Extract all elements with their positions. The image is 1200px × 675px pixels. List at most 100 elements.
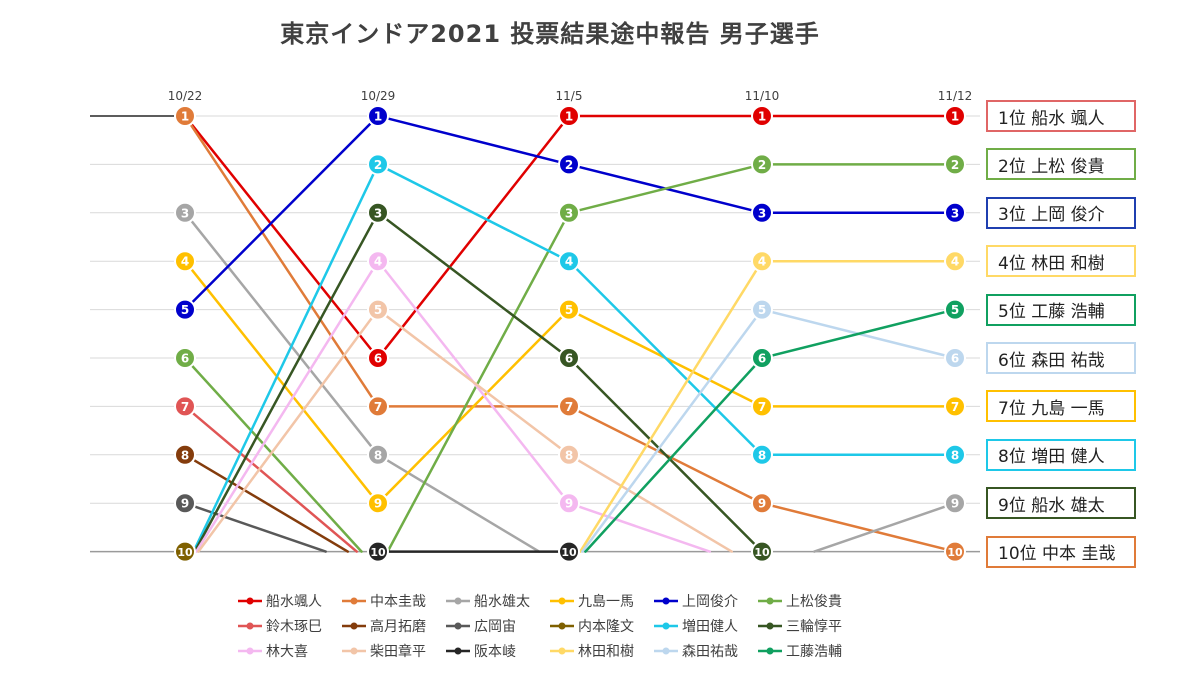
data-label: 6 [181, 352, 189, 366]
data-label: 7 [758, 400, 766, 414]
series-line [195, 259, 380, 553]
legend-swatch [654, 647, 678, 655]
series-line [376, 308, 571, 505]
series-line [567, 259, 764, 457]
legend-swatch [342, 647, 366, 655]
series-line [197, 308, 380, 553]
data-point [944, 540, 966, 563]
final-rank-label: 1位 船水 颯人 [998, 108, 1105, 129]
series-line [376, 114, 571, 360]
series-line [760, 501, 957, 553]
data-label: 3 [181, 206, 189, 220]
legend-item: 船水雄太 [444, 590, 548, 612]
data-point [367, 492, 389, 515]
x-tick-label: 10/29 [361, 89, 396, 103]
legend-item: 中本圭哉 [340, 590, 444, 612]
data-point [367, 105, 389, 127]
data-point [944, 153, 966, 176]
legend-item: 阪本崚 [444, 640, 548, 662]
legend-item: 柴田章平 [340, 640, 444, 662]
legend-label: 船水雄太 [474, 594, 530, 610]
data-point [367, 153, 389, 176]
data-label: 10 [947, 546, 963, 559]
data-point [751, 395, 773, 418]
series-line [183, 211, 380, 457]
series-line [760, 308, 957, 360]
series-line [376, 453, 541, 553]
series-line [376, 114, 571, 166]
series-line [567, 501, 711, 553]
data-label: 3 [374, 206, 382, 220]
data-point [751, 201, 773, 224]
data-label: 10 [177, 546, 193, 559]
data-label: 5 [758, 303, 766, 317]
series-line [183, 453, 349, 553]
legend-label: 九島一馬 [578, 594, 634, 610]
data-label: 1 [758, 110, 766, 124]
legend-swatch [446, 597, 470, 605]
chart-title: 東京インドア2021 投票結果途中報告 男子選手 [280, 20, 820, 48]
legend-label: 三輪惇平 [786, 619, 842, 635]
data-point [558, 201, 580, 224]
data-label: 6 [951, 352, 959, 366]
data-point [367, 395, 389, 418]
legend-swatch [238, 647, 262, 655]
data-label: 2 [758, 158, 766, 172]
data-point [558, 105, 580, 127]
series-line [567, 163, 764, 215]
series-line [581, 308, 764, 553]
data-point [174, 201, 196, 224]
final-rank-box: 3位 上岡 俊介 [986, 196, 1136, 229]
legend-swatch [446, 647, 470, 655]
x-axis-labels: 10/22 10/29 11/5 11/10 11/12 [168, 89, 973, 103]
data-point [944, 105, 966, 127]
data-point [367, 443, 389, 466]
data-point [751, 443, 773, 466]
final-rank-label: 3位 上岡 俊介 [998, 205, 1105, 226]
legend-item: 九島一馬 [548, 590, 652, 612]
legend-label: 船水颯人 [266, 594, 322, 610]
series-line [567, 356, 764, 553]
series-line [567, 453, 733, 553]
legend-item: 林田和樹 [548, 640, 652, 662]
legend-swatch [342, 622, 366, 630]
data-point [751, 153, 773, 176]
data-label: 8 [951, 448, 959, 462]
data-label: 1 [565, 110, 573, 124]
final-rank-label: 9位 船水 雄太 [998, 495, 1105, 516]
data-label: 4 [374, 255, 382, 269]
legend-swatch [550, 647, 574, 655]
series-lines [183, 114, 957, 553]
data-point [174, 298, 196, 321]
series-line [376, 163, 571, 263]
data-label: 9 [181, 497, 189, 511]
data-label: 5 [951, 303, 959, 317]
legend-item: 工藤浩輔 [756, 640, 860, 662]
data-label: 2 [374, 158, 382, 172]
data-label: 7 [951, 400, 959, 414]
legend-label: 広岡宙 [474, 619, 516, 635]
legend-label: 増田健人 [682, 619, 738, 635]
series-line [183, 114, 380, 408]
data-label: 4 [758, 255, 766, 269]
data-label: 5 [565, 303, 573, 317]
data-label: 8 [374, 448, 382, 462]
legend-label: 工藤浩輔 [786, 644, 842, 660]
data-label: 6 [374, 352, 382, 366]
data-point [944, 347, 966, 369]
data-point [558, 298, 580, 321]
legend-item: 上松俊貴 [756, 590, 860, 612]
legend-item: 森田祐哉 [652, 640, 756, 662]
data-label: 1 [951, 110, 959, 124]
final-rank-box: 10位 中本 圭哉 [986, 535, 1136, 568]
series-line [183, 356, 363, 553]
data-label: 6 [758, 352, 766, 366]
x-tick-label: 11/12 [938, 89, 973, 103]
legend-swatch [654, 597, 678, 605]
data-point [558, 492, 580, 515]
data-label: 6 [565, 352, 573, 366]
legend-item: 鈴木琢巳 [236, 615, 340, 637]
data-label: 8 [565, 448, 573, 462]
series-line [183, 114, 380, 311]
